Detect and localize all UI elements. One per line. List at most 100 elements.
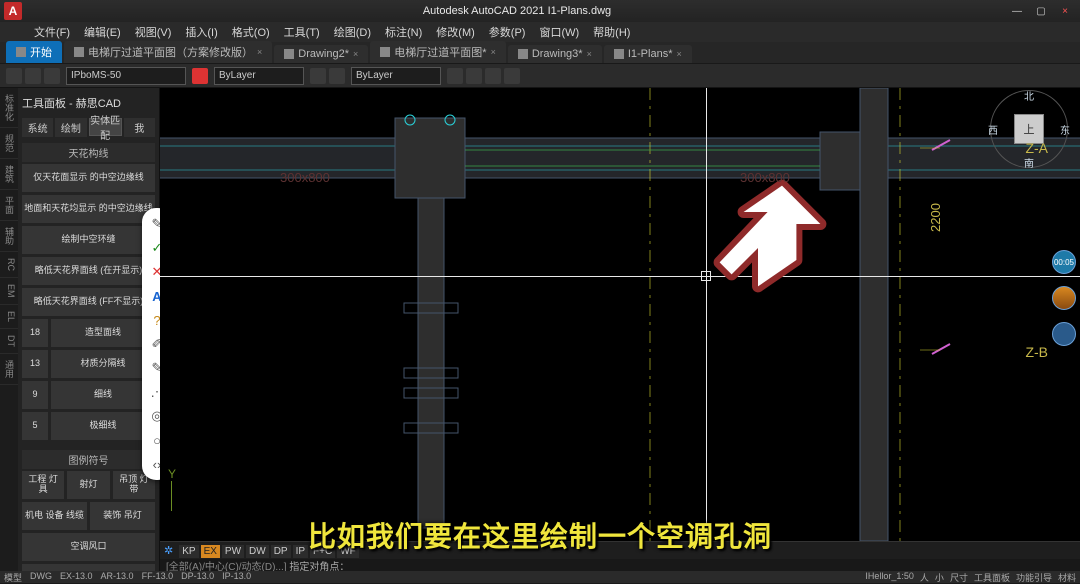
status-item[interactable]: 尺寸 [950,571,968,584]
status-chip[interactable]: PW [222,545,244,558]
palette-category[interactable]: 实体匹配 [89,118,122,136]
command-line[interactable]: [全部(A)/中心(C)/动态(D)...] 指定对角点： [160,559,1080,571]
palette-tool-button[interactable]: 仅天花面显示 的中空边缘线 [22,164,155,192]
close-button[interactable]: × [1054,3,1076,19]
marker-dot[interactable] [1052,322,1076,346]
minimize-button[interactable]: — [1006,3,1028,19]
palette-tool-button[interactable]: 绘制中空环缝 [22,226,155,254]
file-tab[interactable]: Drawing3*× [508,45,602,63]
status-chip[interactable]: KP [179,545,198,558]
palette-vtab[interactable]: EL [0,305,18,329]
linetype-combo[interactable]: ByLayer [214,67,304,85]
tool-icon[interactable] [310,68,326,84]
palette-size-chip[interactable]: 9 [22,381,48,409]
viewcube-south: 南 [1024,155,1034,170]
layer-combo[interactable]: IPboMS-50 [66,67,186,85]
palette-vtab[interactable]: 建筑 [0,159,18,190]
palette-size-chip[interactable]: 18 [22,319,48,347]
status-chip[interactable]: EX [201,545,220,558]
menu-item[interactable]: 视图(V) [129,22,178,42]
tool-icon[interactable] [466,68,482,84]
viewcube[interactable]: 上 北 东 南 西 [990,90,1068,168]
palette-size-chip[interactable]: 13 [22,350,48,378]
timeline-markers: 00:05 [1052,250,1076,346]
file-tabs: 开始电梯厅过道平面图（方案修改版）×Drawing2*×电梯厅过道平面图*×Dr… [0,42,1080,64]
menu-item[interactable]: 窗口(W) [533,22,585,42]
palette-tool-button[interactable]: 造型面线 [51,319,155,347]
tool-icon[interactable] [6,68,22,84]
status-chip[interactable]: IP [293,545,308,558]
drawing-canvas[interactable] [160,88,1080,541]
menu-item[interactable]: 插入(I) [179,22,223,42]
palette-tool-button[interactable]: 材质分隔线 [51,350,155,378]
maximize-button[interactable]: ▢ [1030,3,1052,19]
palette-tool-button[interactable]: 装饰 吊灯 [90,502,155,530]
palette-vtab[interactable]: RC [0,252,18,278]
palette-size-chip[interactable]: 5 [22,412,48,440]
status-item[interactable]: 功能引导 [1016,571,1052,584]
palette-vtab[interactable]: 平面 [0,190,18,221]
tool-icon[interactable] [485,68,501,84]
palette-tool-button[interactable]: 地面和天花均显示 的中空边缘线 [22,195,155,223]
palette-tool-button[interactable]: 略低天花界面线 (FF不显示) [22,288,155,316]
menu-item[interactable]: 参数(P) [483,22,532,42]
color-swatch-icon[interactable] [192,68,208,84]
viewcube-west: 西 [988,122,998,137]
palette-vertical-tabs: 标准化规范建筑平面辅助RCEMELDT通用 [0,88,18,571]
status-item[interactable]: DWG [30,571,52,584]
status-item[interactable]: IP-13.0 [222,571,251,584]
status-item[interactable]: 人 [920,571,929,584]
subtitle-caption: 比如我们要在这里绘制一个空调孔洞 [308,515,772,555]
lineweight-combo[interactable]: ByLayer [351,67,441,85]
status-item[interactable]: EX-13.0 [60,571,93,584]
menu-item[interactable]: 文件(F) [28,22,76,42]
annotation-arrow-icon [710,176,830,296]
file-tab[interactable]: 电梯厅过道平面图（方案修改版）× [64,41,272,63]
palette-category[interactable]: 系统 [22,118,53,137]
menu-item[interactable]: 格式(O) [226,22,276,42]
tool-icon[interactable] [329,68,345,84]
menu-item[interactable]: 帮助(H) [587,22,636,42]
palette-tool-button[interactable]: 极细线 [51,412,155,440]
file-tab[interactable]: 开始 [6,41,62,63]
palette-tool-button[interactable]: 空调风口 [22,533,155,561]
menu-item[interactable]: 编辑(E) [78,22,127,42]
palette-vtab[interactable]: 辅助 [0,221,18,252]
tool-icon[interactable] [504,68,520,84]
menu-item[interactable]: 修改(M) [430,22,481,42]
status-item[interactable]: 工具面板 [974,571,1010,584]
palette-tool-button[interactable]: 射灯 [67,471,109,499]
status-chip[interactable]: DP [271,545,291,558]
file-tab[interactable]: Drawing2*× [274,45,368,63]
status-item[interactable]: 小 [935,571,944,584]
palette-category[interactable]: 绘制 [55,118,86,137]
status-item[interactable]: DP-13.0 [181,571,214,584]
status-item[interactable]: FF-13.0 [142,571,174,584]
palette-tool-button[interactable]: 机电 设备 线缆 [22,502,87,530]
file-tab[interactable]: 电梯厅过道平面图*× [370,41,506,63]
palette-tool-button[interactable]: 略低天花界面线 (在开显示) [22,257,155,285]
statusbar: 模型 DWG EX-13.0 AR-13.0 FF-13.0 DP-13.0 IP-13.0… [0,571,1080,583]
menu-item[interactable]: 标注(N) [379,22,428,42]
status-chip[interactable]: DW [246,545,269,558]
palette-category[interactable]: 我 [124,118,155,137]
palette-tool-button[interactable]: 工程 灯具 [22,471,64,499]
status-item[interactable]: 材料 [1058,571,1076,584]
menu-item[interactable]: 绘图(D) [328,22,377,42]
palette-vtab[interactable]: 通用 [0,354,18,385]
palette-vtab[interactable]: 标准化 [0,88,18,128]
status-item[interactable]: 模型 [4,571,22,584]
time-badge: 00:05 [1052,250,1076,274]
menu-item[interactable]: 工具(T) [278,22,326,42]
tool-icon[interactable] [447,68,463,84]
palette-vtab[interactable]: 规范 [0,128,18,159]
palette-vtab[interactable]: EM [0,278,18,305]
tool-icon[interactable] [25,68,41,84]
tool-icon[interactable] [44,68,60,84]
status-item[interactable]: IHellor_1:50 [865,571,914,584]
palette-vtab[interactable]: DT [0,329,18,354]
marker-dot[interactable] [1052,286,1076,310]
file-tab[interactable]: I1-Plans*× [604,45,692,63]
status-item[interactable]: AR-13.0 [101,571,134,584]
palette-tool-button[interactable]: 细线 [51,381,155,409]
